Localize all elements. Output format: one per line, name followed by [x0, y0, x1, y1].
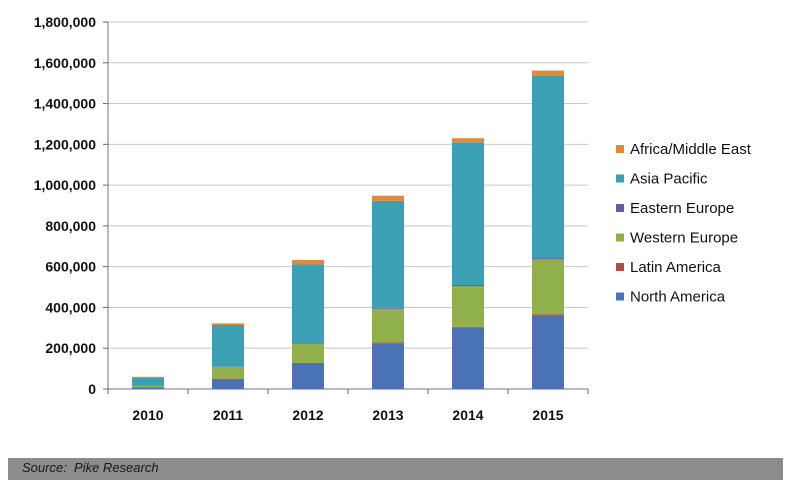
- legend-swatch-north-america: [616, 292, 624, 301]
- legend-label-eastern-europe: Eastern Europe: [630, 200, 734, 217]
- bar-africa-middle-east-2010: [132, 376, 164, 378]
- bar-africa-middle-east-2012: [292, 259, 324, 265]
- x-tick-label: 2015: [532, 407, 563, 423]
- legend-label-africa-middle-east: Africa/Middle East: [630, 141, 752, 158]
- source-note: Source: Pike Research: [22, 460, 159, 475]
- bar-eastern-europe-2015: [532, 258, 564, 260]
- bar-north-america-2014: [452, 327, 484, 389]
- legend-label-asia-pacific: Asia Pacific: [630, 171, 708, 188]
- legend-swatch-latin-america: [616, 263, 624, 271]
- x-tick-label: 2010: [132, 407, 163, 423]
- legend-label-latin-america: Latin America: [630, 259, 722, 276]
- legend-label-north-america: North America: [630, 289, 726, 306]
- bar-asia-pacific-2010: [132, 377, 164, 386]
- bar-africa-middle-east-2014: [452, 138, 484, 143]
- bar-latin-america-2015: [532, 314, 564, 316]
- bar-asia-pacific-2015: [532, 75, 564, 259]
- y-tick-label: 1,000,000: [34, 177, 96, 193]
- y-tick-label: 800,000: [45, 218, 96, 234]
- legend-swatch-western-europe: [616, 233, 624, 242]
- bar-latin-america-2012: [292, 362, 324, 364]
- bar-western-europe-2011: [212, 367, 244, 379]
- bar-asia-pacific-2014: [452, 142, 484, 286]
- y-tick-label: 400,000: [45, 299, 96, 315]
- bar-asia-pacific-2012: [292, 264, 324, 343]
- bar-africa-middle-east-2013: [372, 195, 404, 201]
- bar-western-europe-2015: [532, 259, 564, 315]
- y-tick-label: 1,400,000: [34, 96, 96, 112]
- bar-eastern-europe-2013: [372, 307, 404, 309]
- y-tick-label: 1,800,000: [34, 14, 96, 30]
- x-tick-label: 2013: [372, 407, 403, 423]
- legend-label-western-europe: Western Europe: [630, 230, 738, 247]
- bar-north-america-2012: [292, 363, 324, 389]
- bar-north-america-2011: [212, 378, 244, 389]
- y-tick-label: 200,000: [45, 340, 96, 356]
- legend-swatch-eastern-europe: [616, 204, 624, 212]
- bar-latin-america-2014: [452, 326, 484, 328]
- y-tick-label: 1,200,000: [34, 136, 96, 152]
- y-tick-label: 1,600,000: [34, 55, 96, 71]
- bar-africa-middle-east-2015: [532, 70, 564, 76]
- bar-asia-pacific-2011: [212, 324, 244, 367]
- x-tick-label: 2011: [213, 407, 244, 423]
- bar-eastern-europe-2014: [452, 285, 484, 287]
- bar-africa-middle-east-2011: [212, 323, 244, 325]
- bar-western-europe-2010: [132, 385, 164, 388]
- bar-north-america-2015: [532, 315, 564, 389]
- bar-eastern-europe-2012: [292, 342, 324, 344]
- bar-western-europe-2014: [452, 286, 484, 327]
- x-tick-label: 2014: [452, 407, 483, 423]
- legend-swatch-asia-pacific: [616, 174, 624, 183]
- chart: 0 200,000 400,000 600,000 800,000 1,000,000 1,…: [34, 14, 752, 423]
- bar-latin-america-2013: [372, 342, 404, 344]
- legend-swatch-africa-middle-east: [616, 145, 624, 153]
- bar-north-america-2010: [132, 387, 164, 389]
- bar-western-europe-2012: [292, 343, 324, 363]
- bar-asia-pacific-2013: [372, 200, 404, 308]
- bar-western-europe-2013: [372, 308, 404, 343]
- y-tick-label: 600,000: [45, 259, 96, 275]
- y-tick-label: 0: [88, 381, 96, 397]
- bar-north-america-2013: [372, 343, 404, 389]
- x-tick-label: 2012: [292, 407, 323, 423]
- source-bar: Source: Pike Research: [8, 458, 783, 480]
